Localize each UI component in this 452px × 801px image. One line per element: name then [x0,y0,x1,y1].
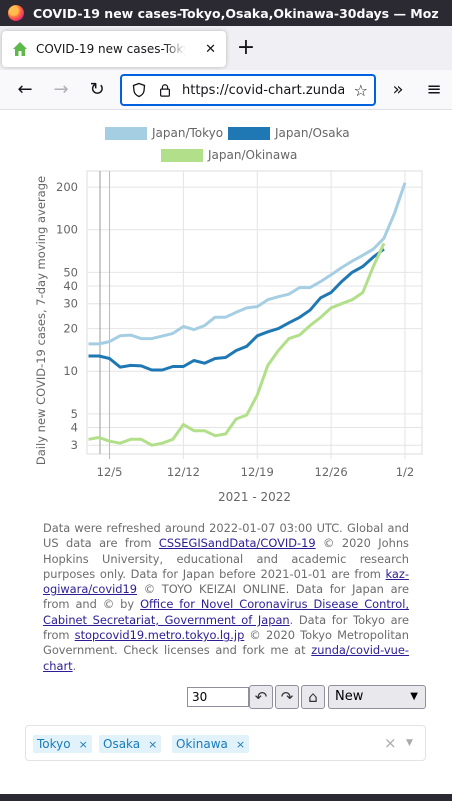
remove-tag-icon[interactable]: × [148,738,158,751]
cabinet-office-link[interactable]: Office for Novel Coronavirus Disease Con… [43,597,409,627]
lock-icon[interactable] [156,83,174,97]
region-tag-osaka: Osaka × [99,735,162,753]
clear-all-icon[interactable]: × [384,734,397,752]
legend-swatch [161,149,203,162]
reload-button[interactable]: ↻ [89,79,105,100]
bookmark-star-icon[interactable]: ☆ [353,80,368,100]
notice-text: © 2020 Johns Hopkins University, educati… [43,536,409,581]
y-tick-label: 10 [63,364,78,378]
firefox-logo-icon [8,5,24,21]
notice-text: © TOYO KEIZAI ONLINE. Data for Japan are… [43,582,409,612]
tab-title: COVID-19 new cases-Tokyo,Os [36,42,186,56]
chevron-down-icon: ▼ [410,691,418,702]
x-tick-label: 12/12 [167,465,200,479]
legend-label: Japan/Tokyo [151,126,223,140]
data-source-notice: Data were refreshed around 2022-01-07 03… [43,521,409,674]
chevron-down-icon[interactable]: ▼ [406,738,413,748]
region-tag-tokyo: Tokyo × [33,735,92,753]
tab-strip: COVID-19 new cases-Tokyo,Os ✕ + [0,26,452,70]
window-title: COVID-19 new cases-Tokyo,Osaka,Okinawa-3… [32,5,439,21]
url-bar[interactable]: https://covid-chart.zunda.ni ☆ [120,74,376,106]
days-input[interactable] [187,687,249,707]
region-multiselect[interactable]: Tokyo × Osaka × Okinawa × × ▼ [25,725,426,761]
notice-text: Data were refreshed around 2022-01-07 03… [43,521,409,551]
remove-tag-icon[interactable]: × [78,738,88,751]
csse-link[interactable]: CSSEGISandData/COVID-19 [158,536,316,551]
tag-label: Osaka [103,737,141,751]
tag-label: Okinawa [176,737,228,751]
url-text[interactable]: https://covid-chart.zunda.ni [182,82,344,98]
tab-covid-chart[interactable]: COVID-19 new cases-Tokyo,Os ✕ [2,31,226,67]
overflow-menu-button[interactable]: » [392,79,404,100]
window-bottom-edge [0,794,452,801]
y-tick-label: 5 [71,407,78,421]
stopcovid19-link[interactable]: stopcovid19.metro.tokyo.lg.jp [74,628,245,643]
back-button[interactable]: ← [17,79,33,100]
series-line-okinawa [88,242,386,447]
y-tick-label: 200 [56,180,78,194]
forward-button[interactable]: → [53,79,69,100]
y-tick-label: 50 [63,265,78,279]
series-line-tokyo [88,182,407,346]
undo-button[interactable]: ↶ [249,685,273,709]
sort-select[interactable]: New ▼ [328,685,426,709]
x-tick-label: 1/2 [396,465,415,479]
y-tick-label: 4 [71,421,78,435]
page-content: 3 4 5 10 20 30 40 50 100 200 12/5 12/12 12/19 12/26 1/… [0,111,452,794]
plot-frame [86,170,423,455]
x-axis-title: 2021 - 2022 [218,490,291,504]
legend-swatch [105,127,147,140]
tag-label: Tokyo [37,737,71,751]
sort-selected-value: New [335,689,364,704]
region-tag-okinawa: Okinawa × [172,735,250,753]
y-axis-title: Daily new COVID-19 cases, 7-day moving a… [34,176,48,465]
notice-text: . [72,658,77,673]
x-tick-label: 12/19 [241,465,274,479]
chart-controls: ↶ ↷ ⌂ New ▼ [0,684,452,710]
y-tick-label: 100 [56,223,78,237]
repo-link[interactable]: zunda/covid-vue-chart [43,643,409,673]
legend-swatch [228,127,270,140]
notice-text: . Data for Tokyo are from [43,612,409,643]
legend-label: Japan/Osaka [274,126,350,140]
series-line-osaka [88,247,385,372]
y-tick-label: 20 [63,322,78,336]
kaz-ogiwara-link[interactable]: kaz-ogiwara/covid19 [43,566,409,597]
home-favicon-icon [13,42,27,56]
y-tick-label: 30 [63,297,78,311]
home-button[interactable]: ⌂ [301,685,325,709]
remove-tag-icon[interactable]: × [235,738,246,751]
window-titlebar: COVID-19 new cases-Tokyo,Osaka,Okinawa-3… [0,0,452,26]
app-menu-button[interactable]: ≡ [426,79,442,100]
y-tick-label: 3 [71,438,78,452]
notice-text: © 2020 Tokyo Metropolitan Government. Ch… [43,628,409,658]
legend-label: Japan/Okinawa [207,148,297,162]
new-tab-button[interactable]: + [236,35,256,60]
y-tick-label: 40 [63,279,78,293]
tracking-shield-icon[interactable] [130,82,148,98]
x-tick-label: 12/26 [315,465,348,479]
navigation-toolbar: ← → ↻ https://covid-chart.zunda.ni ☆ » ≡ [0,70,452,110]
redo-button[interactable]: ↷ [275,685,299,709]
tab-close-icon[interactable]: ✕ [205,41,216,57]
x-tick-label: 12/5 [97,465,123,479]
